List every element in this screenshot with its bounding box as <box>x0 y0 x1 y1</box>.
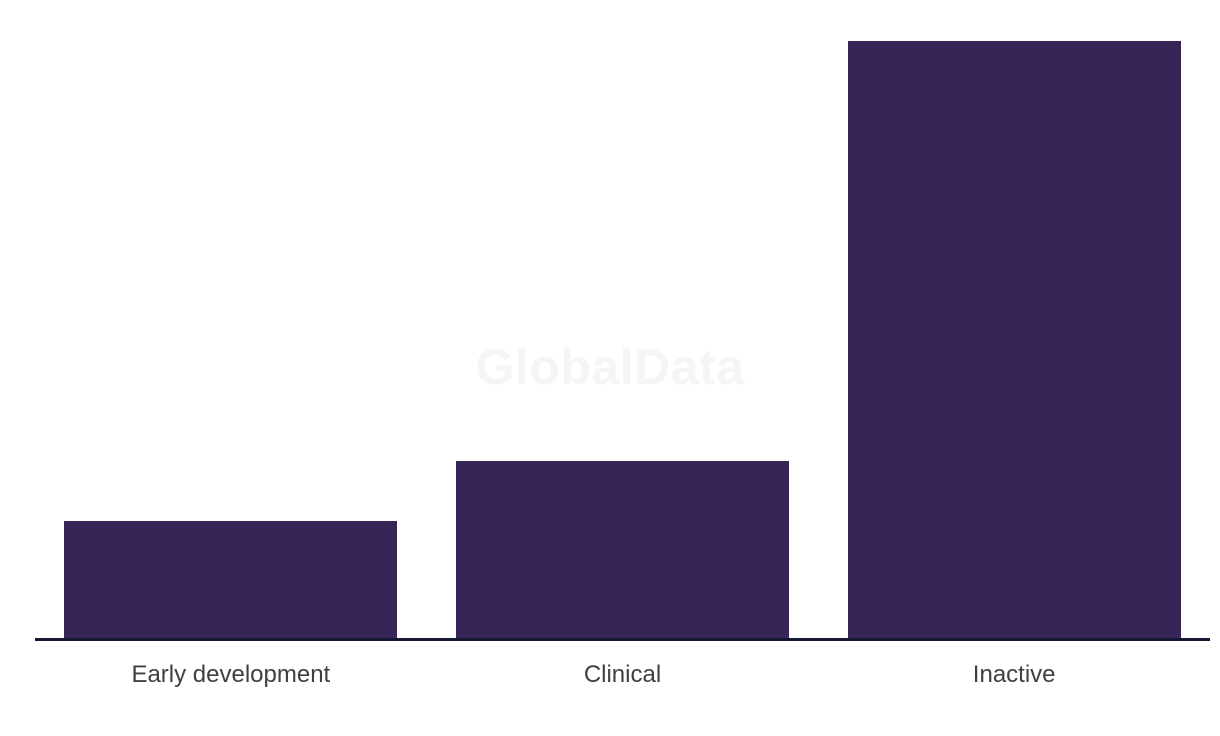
globaldata-watermark: GlobalData <box>475 339 745 395</box>
plot-area <box>35 41 1210 641</box>
x-axis-label-clinical: Clinical <box>583 661 662 688</box>
bar-inactive[interactable] <box>847 41 1181 641</box>
x-axis-label-early-development: Early development <box>131 661 331 688</box>
bar-clinical[interactable] <box>456 461 789 641</box>
x-axis-labels: Early development Clinical Inactive <box>0 658 1220 692</box>
bar-early-development[interactable] <box>64 521 398 641</box>
x-axis-label-inactive: Inactive <box>972 661 1056 688</box>
x-axis-line <box>35 638 1210 641</box>
